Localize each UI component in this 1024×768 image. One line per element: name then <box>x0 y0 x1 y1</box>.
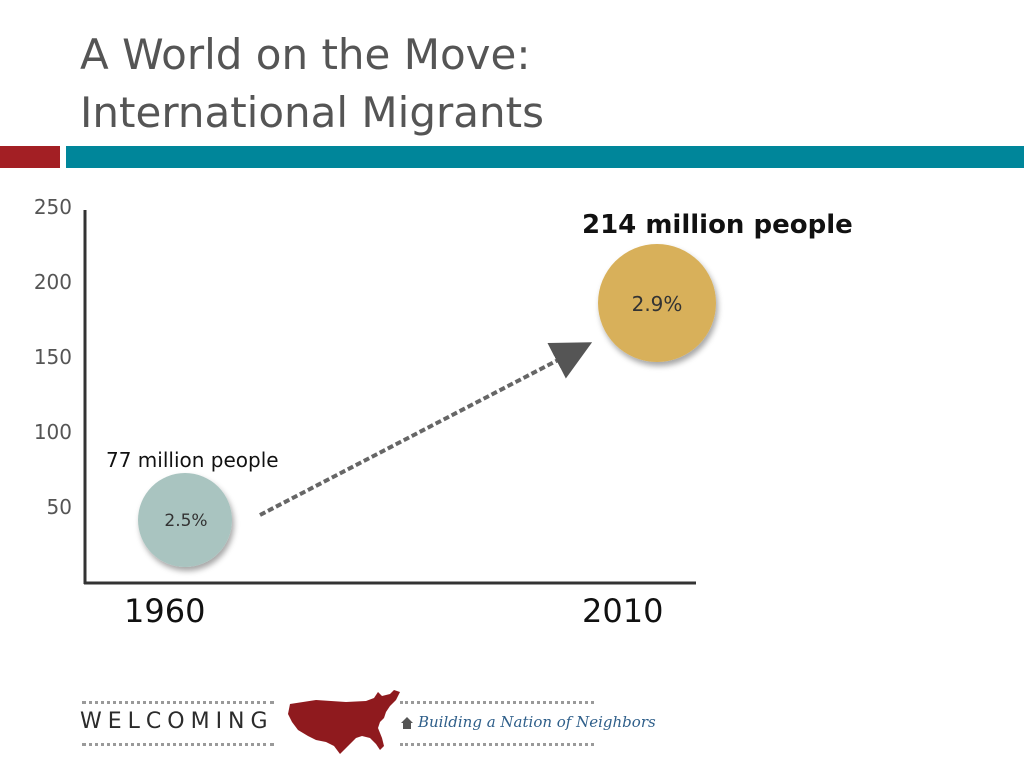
accent-bar-teal <box>66 146 1024 168</box>
house-icon <box>401 717 413 729</box>
x-tick-2010: 2010 <box>582 592 664 630</box>
y-tick-150: 150 <box>33 345 72 369</box>
y-tick-250: 250 <box>33 195 72 219</box>
footer-dots-right-bottom <box>400 743 594 746</box>
footer-tagline: Building a Nation of Neighbors <box>418 713 656 731</box>
bubble-2010 <box>598 244 716 362</box>
x-tick-1960: 1960 <box>124 592 206 630</box>
accent-bar-red <box>0 146 60 168</box>
footer-dots-left-bottom <box>82 743 274 746</box>
data-label-2010: 214 million people <box>582 210 853 240</box>
footer-dots-right-top <box>400 701 594 704</box>
bubble-label-1960: 2.5% <box>164 511 208 531</box>
usa-map-icon <box>288 690 400 754</box>
bubble-label-2010: 2.9% <box>631 292 683 316</box>
data-label-1960: 77 million people <box>106 448 279 472</box>
bubble-1960 <box>138 473 232 567</box>
title-line-2: International Migrants <box>80 88 544 137</box>
y-tick-100: 100 <box>33 420 72 444</box>
slide-title: A World on the Move: International Migra… <box>80 26 544 142</box>
footer-dots-left-top <box>82 701 274 704</box>
trend-arrow <box>259 342 593 517</box>
y-tick-50: 50 <box>46 495 72 519</box>
y-tick-200: 200 <box>33 270 72 294</box>
title-line-1: A World on the Move: <box>80 30 531 79</box>
welcoming-logo-text: WELCOMING <box>80 709 274 734</box>
